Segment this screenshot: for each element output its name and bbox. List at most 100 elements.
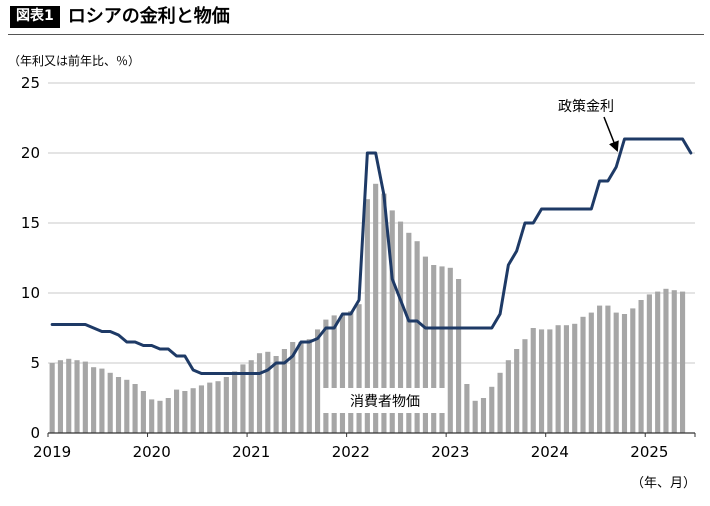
x-axis-note: （年、月） — [630, 476, 696, 491]
cpi-annotation-label: 消費者物価 — [350, 394, 420, 410]
cpi-bar — [157, 400, 163, 433]
cpi-bar — [522, 339, 528, 433]
cpi-bar — [49, 363, 55, 433]
cpi-bar — [373, 183, 379, 433]
cpi-bar — [630, 308, 636, 433]
cpi-bar — [339, 315, 346, 433]
cpi-bar — [530, 328, 536, 433]
policy-rate-annotation-label: 政策金利 — [558, 98, 614, 115]
cpi-bar — [256, 353, 263, 433]
year-label: 2025 — [630, 443, 668, 461]
cpi-bar — [182, 391, 188, 433]
cpi-bar — [397, 221, 404, 433]
cpi-bar — [572, 323, 578, 433]
cpi-bar — [273, 356, 279, 433]
page-title: ロシアの金利と物価 — [67, 6, 230, 27]
cpi-bar — [290, 342, 296, 433]
cpi-bar — [215, 381, 221, 433]
cpi-bar — [655, 291, 661, 433]
cpi-bar — [406, 232, 412, 433]
cpi-bar — [472, 400, 478, 433]
cpi-bar — [663, 288, 669, 433]
cpi-bar — [207, 382, 213, 433]
year-label: 2019 — [33, 443, 71, 461]
chart-header: 図表1 ロシアの金利と物価 — [10, 6, 230, 28]
cpi-bar — [456, 279, 462, 433]
y-tick-label: 15 — [21, 214, 40, 232]
cpi-bar — [671, 290, 677, 433]
cpi-bar — [223, 377, 229, 433]
cpi-bar — [82, 361, 88, 433]
y-tick-label: 10 — [21, 284, 40, 302]
cpi-bar — [414, 241, 420, 433]
cpi-bar — [331, 315, 337, 433]
cpi-bar — [597, 305, 603, 433]
cpi-bar — [505, 360, 511, 433]
header-divider — [8, 34, 704, 35]
year-label: 2022 — [332, 443, 370, 461]
year-label: 2024 — [531, 443, 569, 461]
cpi-bar — [165, 398, 171, 433]
cpi-bar — [431, 265, 437, 433]
cpi-bar — [613, 312, 619, 433]
cpi-bar — [580, 316, 586, 433]
cpi-bar — [298, 342, 304, 433]
cpi-bar — [538, 329, 545, 433]
cpi-bar — [107, 372, 113, 433]
y-tick-label: 25 — [21, 74, 40, 92]
cpi-bar — [381, 193, 387, 433]
cpi-bar — [364, 199, 370, 433]
cpi-bar — [248, 360, 254, 433]
cpi-bar — [605, 305, 611, 433]
cpi-bar — [132, 384, 138, 433]
cpi-bar — [306, 339, 312, 433]
y-tick-label: 0 — [30, 424, 40, 442]
cpi-bar — [555, 325, 561, 433]
cpi-bar — [124, 379, 130, 433]
cpi-bar — [679, 291, 686, 433]
cpi-bar — [439, 266, 445, 433]
cpi-bar — [323, 319, 329, 433]
cpi-bar — [190, 388, 196, 433]
figure-badge: 図表1 — [10, 6, 60, 28]
cpi-bar — [588, 312, 594, 433]
cpi-bar — [74, 360, 80, 433]
cpi-bar — [638, 300, 644, 433]
y-tick-label: 20 — [21, 144, 40, 162]
cpi-bar — [447, 267, 453, 433]
cpi-bar — [315, 329, 321, 433]
cpi-bar — [563, 325, 569, 433]
cpi-annotation-box — [323, 388, 447, 413]
y-tick-label: 5 — [30, 354, 40, 372]
cpi-bar — [99, 368, 105, 433]
cpi-bar — [621, 314, 628, 433]
cpi-bar — [140, 391, 146, 433]
cpi-bar — [57, 360, 64, 433]
year-label: 2021 — [232, 443, 270, 461]
cpi-bar — [547, 329, 553, 433]
cpi-bar — [174, 389, 180, 433]
cpi-bar — [240, 364, 246, 433]
cpi-bar — [265, 351, 271, 433]
cpi-bar — [422, 256, 428, 433]
cpi-bar — [149, 399, 155, 433]
y-axis-unit-label: （年利又は前年比、％） — [8, 54, 141, 68]
cpi-bar — [91, 367, 97, 433]
cpi-bar — [356, 304, 362, 433]
cpi-bar — [464, 384, 470, 433]
cpi-bar — [489, 386, 495, 433]
annotation-arrow-icon — [603, 116, 619, 152]
cpi-bar — [389, 210, 395, 433]
policy-rate-line — [50, 137, 693, 375]
cpi-bar — [66, 358, 72, 433]
cpi-bar — [646, 294, 652, 433]
cpi-bar — [497, 372, 503, 433]
year-label: 2023 — [431, 443, 469, 461]
cpi-bar — [115, 377, 122, 433]
cpi-bar — [281, 349, 287, 433]
year-label: 2020 — [133, 443, 171, 461]
cpi-bar — [514, 349, 520, 433]
cpi-bar — [348, 311, 354, 433]
